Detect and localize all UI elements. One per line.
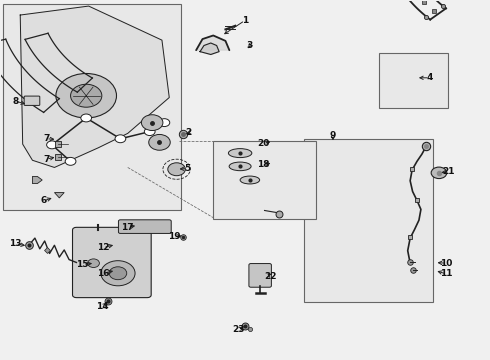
Bar: [379, 53, 448, 108]
Circle shape: [101, 261, 135, 286]
Text: 15: 15: [76, 260, 89, 269]
Polygon shape: [200, 43, 219, 54]
Circle shape: [65, 157, 76, 165]
Circle shape: [109, 267, 127, 280]
Text: 1: 1: [242, 16, 248, 25]
Text: 11: 11: [440, 269, 453, 278]
Bar: [213, 140, 316, 220]
Text: 20: 20: [257, 139, 270, 148]
Text: 21: 21: [442, 167, 455, 176]
FancyBboxPatch shape: [249, 264, 271, 287]
Text: 5: 5: [184, 164, 191, 173]
Polygon shape: [54, 193, 64, 198]
Ellipse shape: [240, 176, 260, 184]
Text: 19: 19: [169, 232, 181, 241]
Circle shape: [71, 84, 102, 107]
Circle shape: [115, 135, 126, 143]
Circle shape: [149, 134, 170, 150]
Circle shape: [81, 114, 92, 122]
Bar: [304, 139, 433, 302]
Text: 16: 16: [97, 269, 110, 278]
Text: 2: 2: [186, 128, 192, 137]
Circle shape: [159, 119, 170, 127]
Text: 23: 23: [232, 325, 245, 334]
Text: 8: 8: [12, 96, 19, 105]
Text: 18: 18: [257, 160, 270, 169]
Text: 6: 6: [41, 196, 47, 205]
Text: 12: 12: [97, 243, 110, 252]
Circle shape: [145, 128, 155, 135]
Ellipse shape: [229, 162, 251, 171]
Polygon shape: [20, 6, 169, 167]
Circle shape: [431, 167, 447, 179]
Text: 9: 9: [330, 131, 336, 140]
Text: 14: 14: [96, 302, 109, 311]
Bar: [3, 4, 181, 211]
FancyBboxPatch shape: [119, 220, 171, 233]
Text: 3: 3: [247, 41, 253, 50]
Circle shape: [47, 141, 57, 149]
Circle shape: [142, 115, 163, 131]
Text: 10: 10: [440, 259, 452, 268]
Circle shape: [168, 163, 185, 176]
Polygon shape: [196, 36, 229, 50]
Text: 7: 7: [43, 134, 49, 143]
FancyBboxPatch shape: [24, 96, 40, 105]
Text: 13: 13: [9, 239, 22, 248]
Text: 7: 7: [43, 155, 49, 164]
Circle shape: [56, 73, 117, 118]
Text: 4: 4: [426, 73, 433, 82]
Circle shape: [88, 259, 99, 267]
Polygon shape: [32, 176, 42, 184]
Ellipse shape: [228, 149, 252, 158]
Text: 22: 22: [265, 271, 277, 280]
Text: 17: 17: [122, 223, 134, 232]
FancyBboxPatch shape: [73, 227, 151, 298]
